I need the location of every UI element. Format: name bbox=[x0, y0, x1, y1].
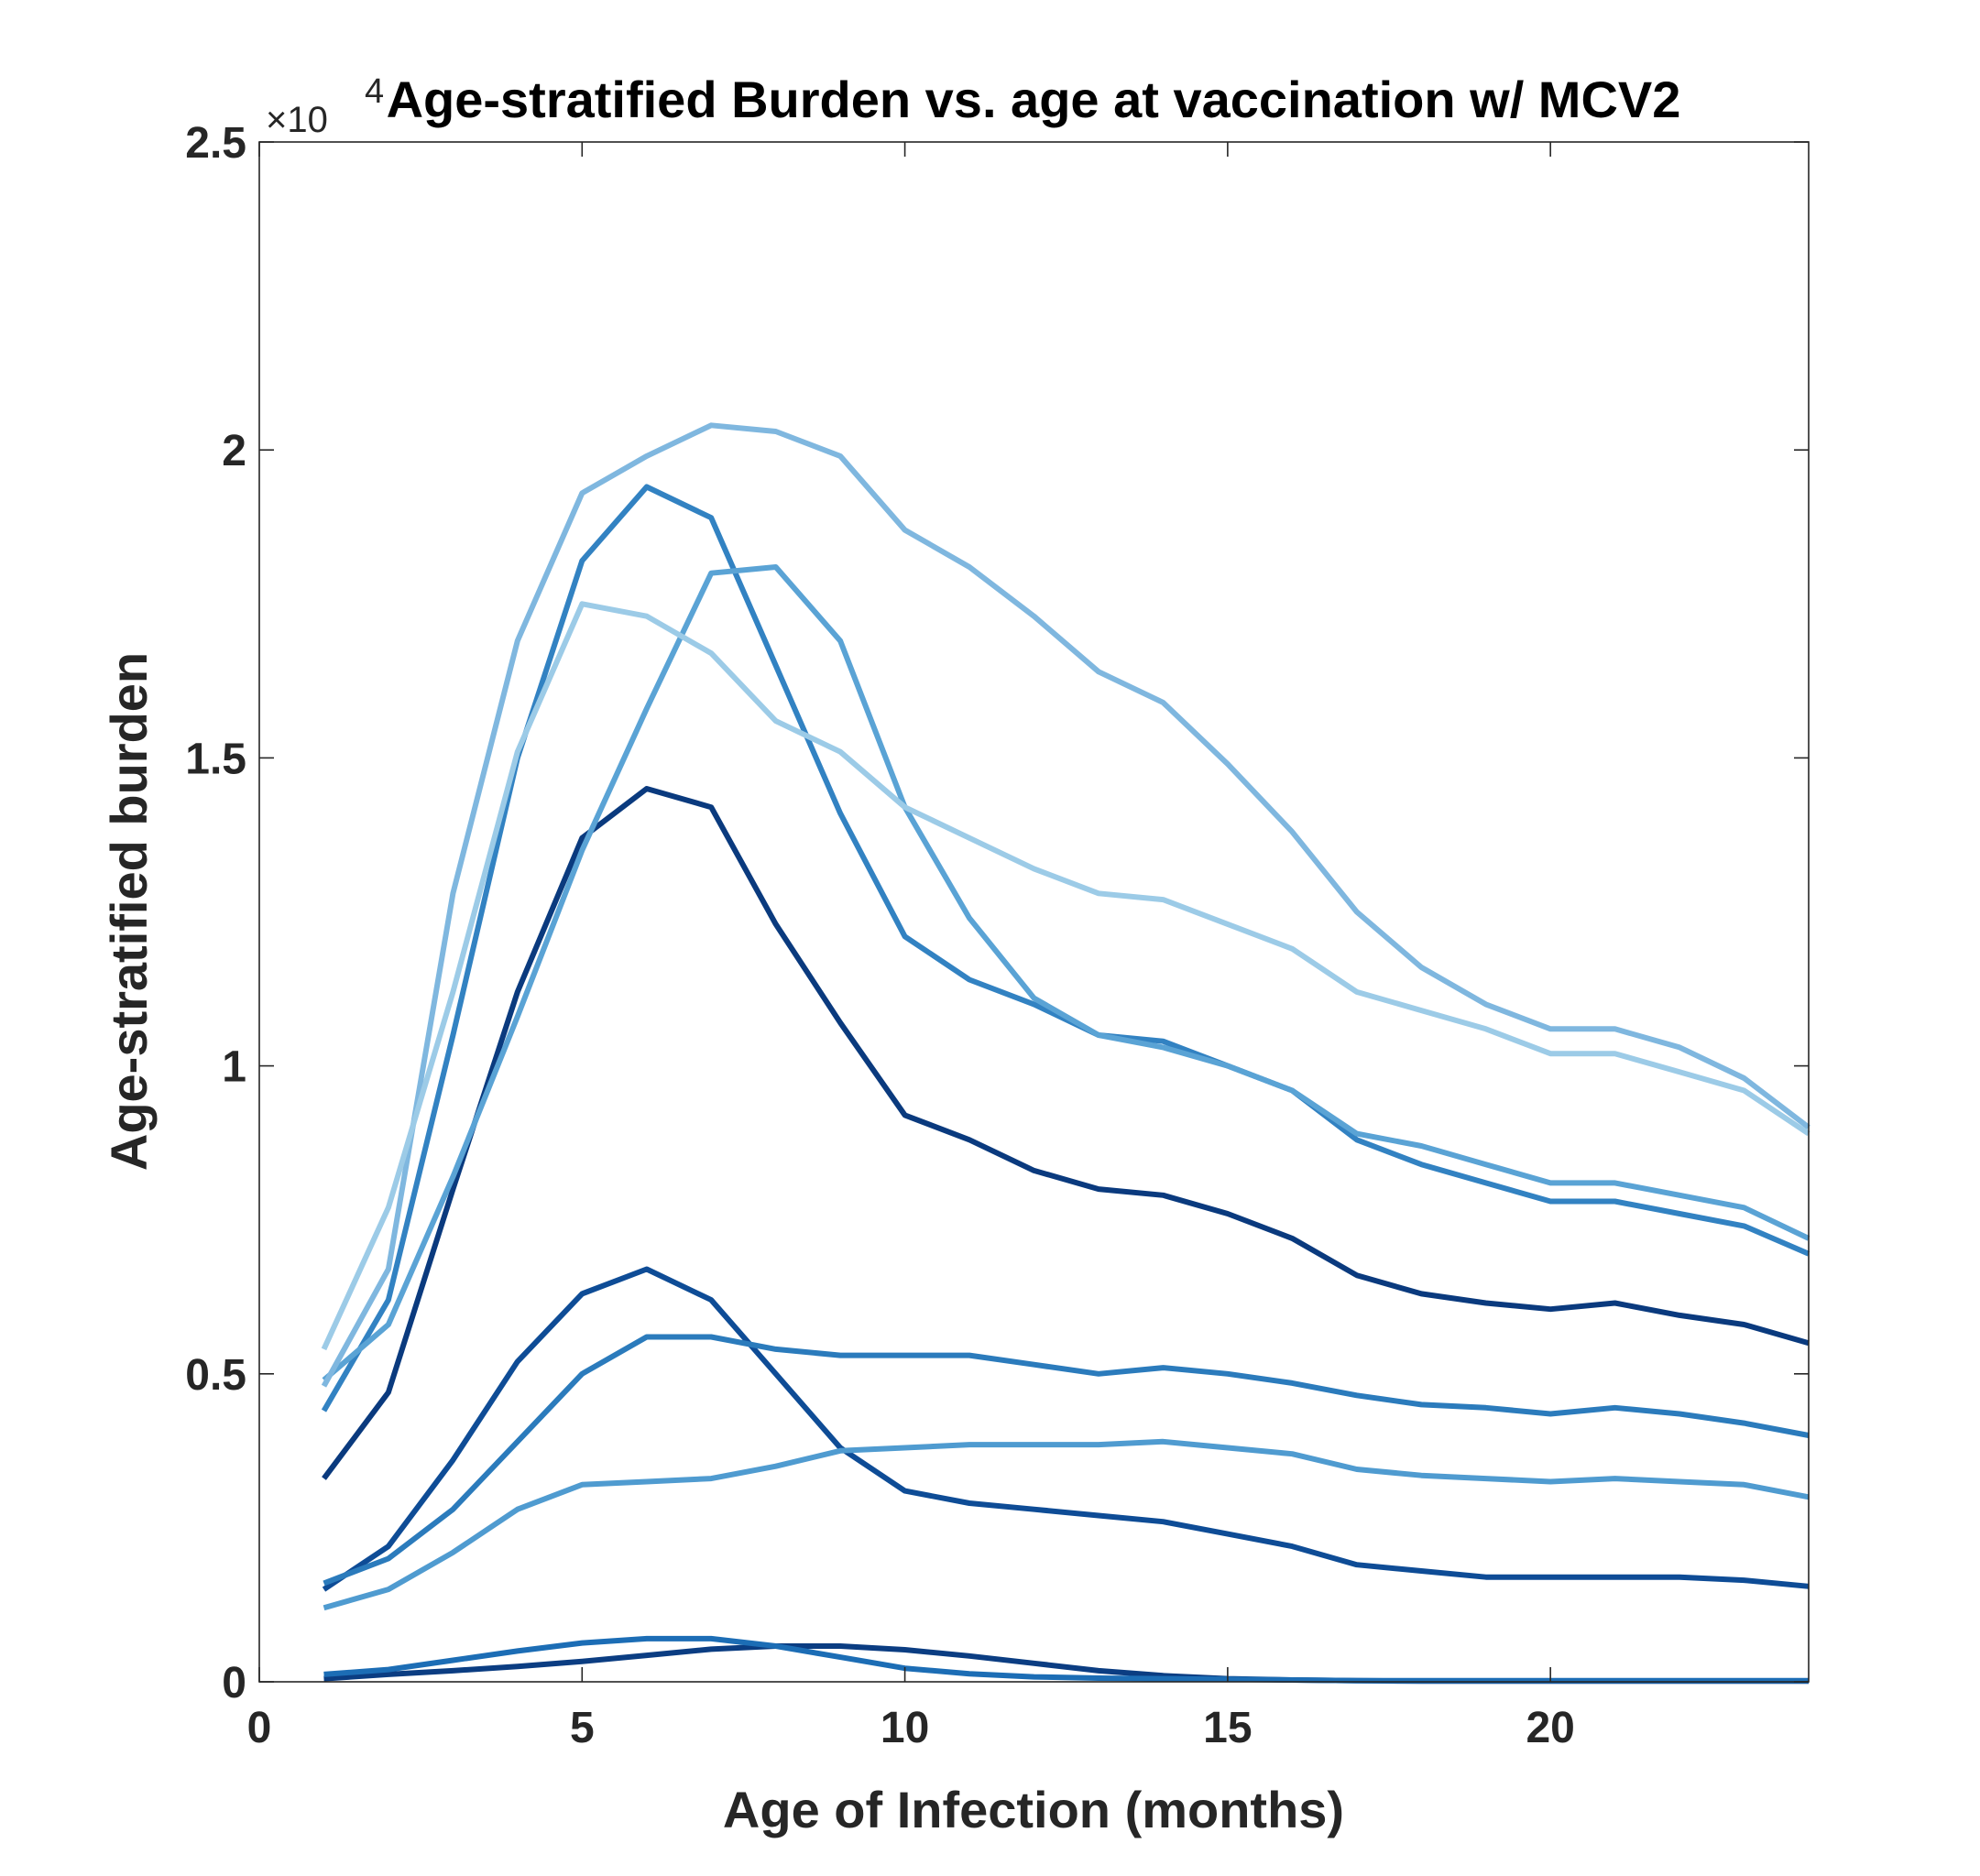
series-line-9 bbox=[321, 422, 1810, 1388]
series-line-6 bbox=[322, 786, 1810, 1480]
chart-title: Age-stratified Burden vs. age at vaccina… bbox=[387, 71, 1681, 128]
y-tick-label: 1 bbox=[222, 1043, 246, 1092]
x-tick-label: 0 bbox=[247, 1704, 272, 1752]
y-axis-label: Age-stratified burden bbox=[100, 652, 158, 1171]
x-tick-label: 15 bbox=[1203, 1704, 1252, 1752]
y-tick-label: 0.5 bbox=[185, 1351, 246, 1400]
y-tick-label: 0 bbox=[222, 1659, 246, 1707]
y-tick-label: 2 bbox=[222, 427, 246, 475]
series-line-4 bbox=[323, 1334, 1810, 1587]
y-multiplier-base: ×10 bbox=[266, 100, 328, 140]
x-tick-label: 5 bbox=[570, 1704, 595, 1752]
series-line-8 bbox=[322, 564, 1810, 1382]
series-line-5 bbox=[323, 1438, 1810, 1611]
series-line-2 bbox=[323, 1635, 1809, 1684]
plot-area-background bbox=[259, 142, 1809, 1682]
tick-layer: 0 5 10 15 20 0 0.5 1 1.5 2 2.5 bbox=[185, 119, 1809, 1752]
y-tick-label: 2.5 bbox=[185, 119, 246, 168]
plot-area-border bbox=[258, 141, 1810, 1683]
series-line-3 bbox=[322, 1266, 1810, 1592]
x-tick-label: 10 bbox=[881, 1704, 929, 1752]
series-layer bbox=[321, 422, 1810, 1685]
x-tick-label: 20 bbox=[1526, 1704, 1574, 1752]
series-line-10 bbox=[321, 601, 1810, 1351]
y-tick-label: 1.5 bbox=[185, 735, 246, 783]
x-axis-label: Age of Infection (months) bbox=[723, 1781, 1344, 1838]
y-multiplier-exponent: 4 bbox=[365, 72, 384, 111]
